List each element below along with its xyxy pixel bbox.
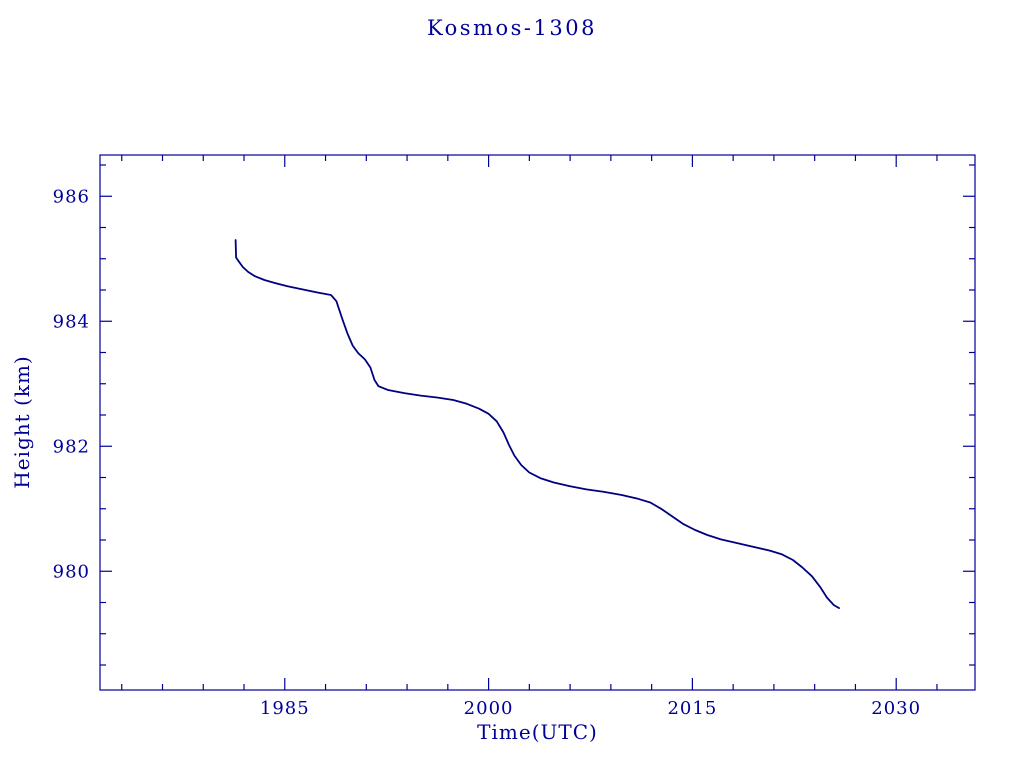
x-tick-label: 2030 [871,698,921,719]
chart-title: Kosmos-1308 [427,16,597,40]
plot-frame [99,154,976,691]
y-tick-label: 980 [53,561,90,582]
y-tick-label: 986 [53,186,90,207]
y-tick-label: 982 [53,436,90,457]
x-tick-label: 1985 [260,698,310,719]
height-decay-line [234,239,840,609]
x-tick-label: 2015 [667,698,717,719]
x-tick-label: 2000 [464,698,514,719]
x-axis-label: Time(UTC) [477,720,598,744]
y-tick-label: 984 [53,311,90,332]
